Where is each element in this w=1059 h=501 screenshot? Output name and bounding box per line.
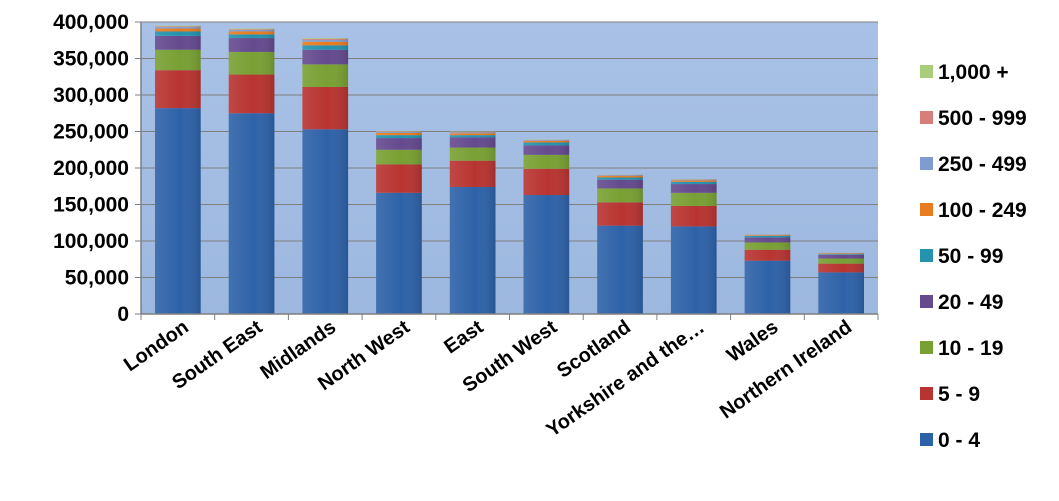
bar-stack	[302, 38, 349, 315]
y-tick-label: 200,000	[53, 157, 129, 180]
y-tick-label: 0	[117, 303, 129, 326]
legend-swatch	[920, 157, 933, 170]
legend-label: 100 - 249	[938, 199, 1027, 222]
bar-shading	[818, 252, 864, 314]
y-tick-label: 300,000	[53, 84, 129, 107]
y-tick-label: 250,000	[53, 121, 129, 144]
bar-shading	[376, 130, 422, 314]
bar-stack	[155, 25, 201, 315]
legend-label: 250 - 499	[938, 153, 1027, 176]
bar-stack	[228, 28, 275, 314]
legend-label: 1,000 +	[938, 61, 1009, 84]
legend-swatch	[920, 387, 933, 400]
legend-label: 0 - 4	[938, 429, 980, 452]
legend-swatch	[920, 433, 933, 446]
x-tick-label: Wales	[723, 316, 782, 367]
bar-shading	[744, 234, 791, 314]
bar-shading	[449, 131, 496, 314]
y-tick-label: 400,000	[53, 11, 129, 34]
y-tick-label: 100,000	[53, 230, 129, 253]
legend-swatch	[920, 65, 933, 78]
legend-swatch	[920, 295, 933, 308]
bar-shading	[670, 179, 717, 314]
bar-stack	[670, 179, 717, 314]
legend: 1,000 + 500 - 999 250 - 499 100 - 249 50 - 9…	[920, 61, 1027, 452]
legend-label: 500 - 999	[938, 107, 1027, 130]
legend-label: 5 - 9	[938, 383, 980, 406]
legend-swatch	[920, 203, 933, 216]
y-axis-ticks: 0 50,000 100,000 150,000 200,000 250,000 300,0…	[53, 11, 141, 326]
bar-stack	[744, 234, 791, 314]
bar-shading	[155, 25, 201, 315]
legend-label: 20 - 49	[938, 291, 1003, 314]
bar-stack	[376, 130, 422, 314]
legend-swatch	[920, 341, 933, 354]
bars	[155, 25, 864, 315]
legend-label: 50 - 99	[938, 245, 1003, 268]
y-tick-label: 350,000	[53, 48, 129, 71]
bar-shading	[228, 28, 275, 314]
legend-swatch	[920, 111, 933, 124]
x-tick-label: Northern Ireland	[716, 316, 856, 423]
legend-label: 10 - 19	[938, 337, 1003, 360]
y-tick-label: 150,000	[53, 194, 129, 217]
legend-swatch	[920, 249, 933, 262]
bar-shading	[523, 139, 570, 314]
bar-shading	[597, 174, 643, 314]
bar-stack	[449, 131, 496, 314]
bar-shading	[302, 38, 349, 315]
y-tick-label: 50,000	[65, 267, 129, 290]
bar-stack	[818, 252, 864, 314]
bar-stack	[597, 174, 643, 314]
bar-stack	[523, 139, 570, 314]
x-tick-label: East	[440, 316, 488, 358]
